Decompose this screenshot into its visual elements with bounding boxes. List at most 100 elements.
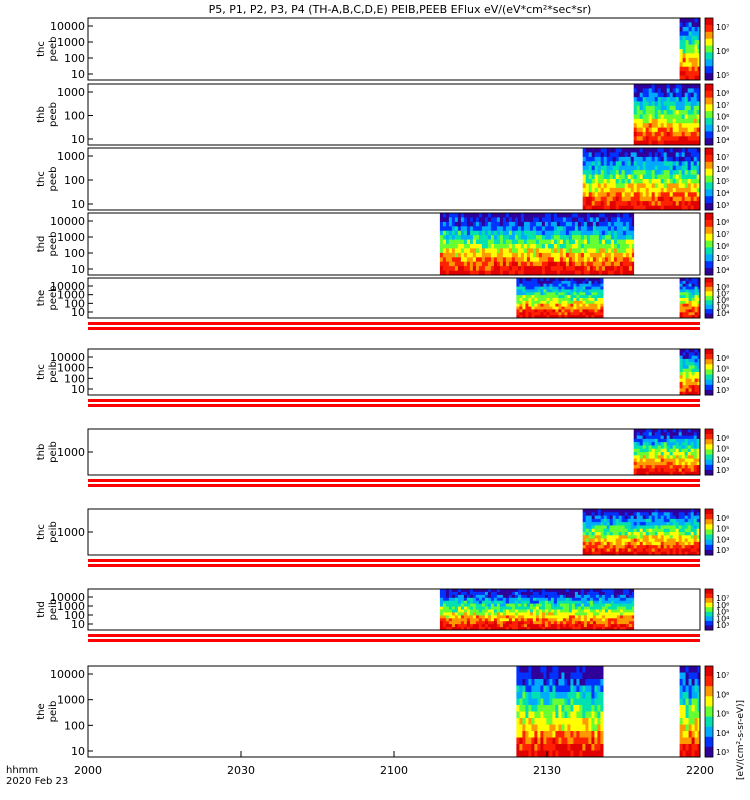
spectrogram-cell — [669, 522, 674, 526]
spectrogram-cell — [594, 538, 599, 543]
spectrogram-cell — [618, 179, 623, 184]
spectrogram-cell — [660, 532, 665, 536]
spectrogram-cell — [688, 724, 692, 732]
spectrogram-cell — [648, 432, 653, 436]
spectrogram-cell — [610, 235, 615, 240]
colorbar-swatch — [705, 589, 713, 595]
panel-label-probe: thb — [36, 444, 47, 461]
spectrogram-cell — [691, 40, 695, 45]
spectrogram-cell — [448, 248, 453, 254]
spectrogram-cell — [543, 685, 547, 693]
spectrogram-cell — [517, 226, 522, 232]
spectrogram-cell — [546, 724, 550, 732]
spectrogram-cell — [585, 286, 589, 290]
spectrogram-cell — [534, 300, 538, 305]
spectrogram-cell — [609, 165, 614, 171]
spectrogram-cell — [600, 541, 605, 546]
spectrogram-cell — [694, 26, 698, 32]
spectrogram-cell — [613, 621, 618, 625]
spectrogram-cell — [582, 161, 587, 167]
spectrogram-cell — [472, 609, 477, 613]
spectrogram-cell — [564, 295, 568, 299]
spectrogram-cell — [613, 600, 618, 604]
spectrogram-cell — [685, 378, 689, 383]
spectrogram-cell — [666, 538, 671, 543]
spectrogram-cell — [550, 609, 555, 613]
spectrogram-cell — [657, 84, 662, 89]
spectrogram-cell — [687, 442, 692, 446]
spectrogram-cell — [526, 603, 531, 607]
spectrogram-cell — [549, 737, 553, 745]
spectrogram-cell — [499, 217, 504, 223]
spectrogram-cell — [663, 170, 668, 175]
spectrogram-cell — [595, 239, 600, 245]
spectrogram-cell — [624, 512, 629, 516]
spectrogram-cell — [484, 627, 489, 631]
spectrogram-cell — [604, 239, 609, 245]
spectrogram-cell — [675, 458, 680, 463]
spectrogram-cell — [568, 621, 573, 625]
spectrogram-cell — [519, 295, 523, 299]
spectrogram-cell — [540, 292, 544, 296]
colorbar-swatch — [705, 213, 713, 221]
spectrogram-cell — [688, 355, 692, 360]
spectrogram-cell — [600, 295, 604, 299]
spectrogram-cell — [678, 429, 683, 433]
spectrogram-cell — [697, 309, 701, 313]
spectrogram-cell — [690, 174, 695, 180]
spectrogram-cell — [561, 295, 565, 299]
spectrogram-cell — [484, 217, 489, 223]
spectrogram-cell — [475, 221, 480, 227]
spectrogram-cell — [592, 603, 597, 607]
spectrogram-cell — [645, 84, 650, 89]
spectrogram-cell — [597, 286, 601, 290]
spectrogram-cell — [678, 110, 683, 115]
spectrogram-cell — [681, 545, 686, 549]
spectrogram-cell — [633, 509, 638, 513]
spectrogram-cell — [636, 205, 641, 211]
spectrogram-cell — [532, 266, 537, 271]
spectrogram-cell — [442, 597, 447, 602]
spectrogram-cell — [499, 270, 504, 276]
spectrogram-cell — [693, 205, 698, 211]
spectrogram-cell — [666, 97, 671, 102]
spectrogram-cell — [651, 110, 656, 115]
spectrogram-cell — [675, 551, 680, 556]
spectrogram-cell — [543, 705, 547, 712]
spectrogram-cell — [597, 315, 601, 319]
spectrogram-cell — [636, 131, 641, 137]
spectrogram-cell — [619, 230, 624, 236]
spectrogram-cell — [543, 300, 547, 305]
spectrogram-cell — [687, 532, 692, 536]
spectrogram-cell — [669, 432, 674, 436]
spectrogram-cell — [675, 541, 680, 546]
spectrogram-cell — [550, 257, 555, 263]
spectrogram-cell — [654, 532, 659, 536]
spectrogram-cell — [588, 509, 593, 513]
spectrogram-cell — [675, 465, 680, 469]
spectrogram-cell — [585, 724, 589, 732]
spectrogram-cell — [636, 88, 641, 94]
spectrogram-cell — [582, 148, 587, 153]
spectrogram-cell — [681, 551, 686, 556]
spectrogram-cell — [502, 244, 507, 249]
spectrogram-cell — [588, 545, 593, 549]
spectrogram-cell — [621, 196, 626, 202]
spectrogram-cell — [645, 201, 650, 206]
spectrogram-cell — [684, 205, 689, 211]
spectrogram-cell — [478, 252, 483, 258]
spectrogram-cell — [519, 750, 523, 758]
spectrogram-cell — [541, 248, 546, 254]
spectrogram-cell — [552, 679, 556, 686]
spectrogram-cell — [678, 152, 683, 158]
spectrogram-cell — [693, 525, 698, 530]
spectrogram-cell — [445, 226, 450, 232]
spectrogram-cell — [675, 152, 680, 158]
spectrogram-cell — [612, 528, 617, 533]
spectrogram-cell — [639, 156, 644, 162]
spectrogram-cell — [642, 538, 647, 543]
spectrogram-cell — [651, 515, 656, 520]
spectrogram-cell — [675, 92, 680, 98]
spectrogram-cell — [585, 528, 590, 533]
